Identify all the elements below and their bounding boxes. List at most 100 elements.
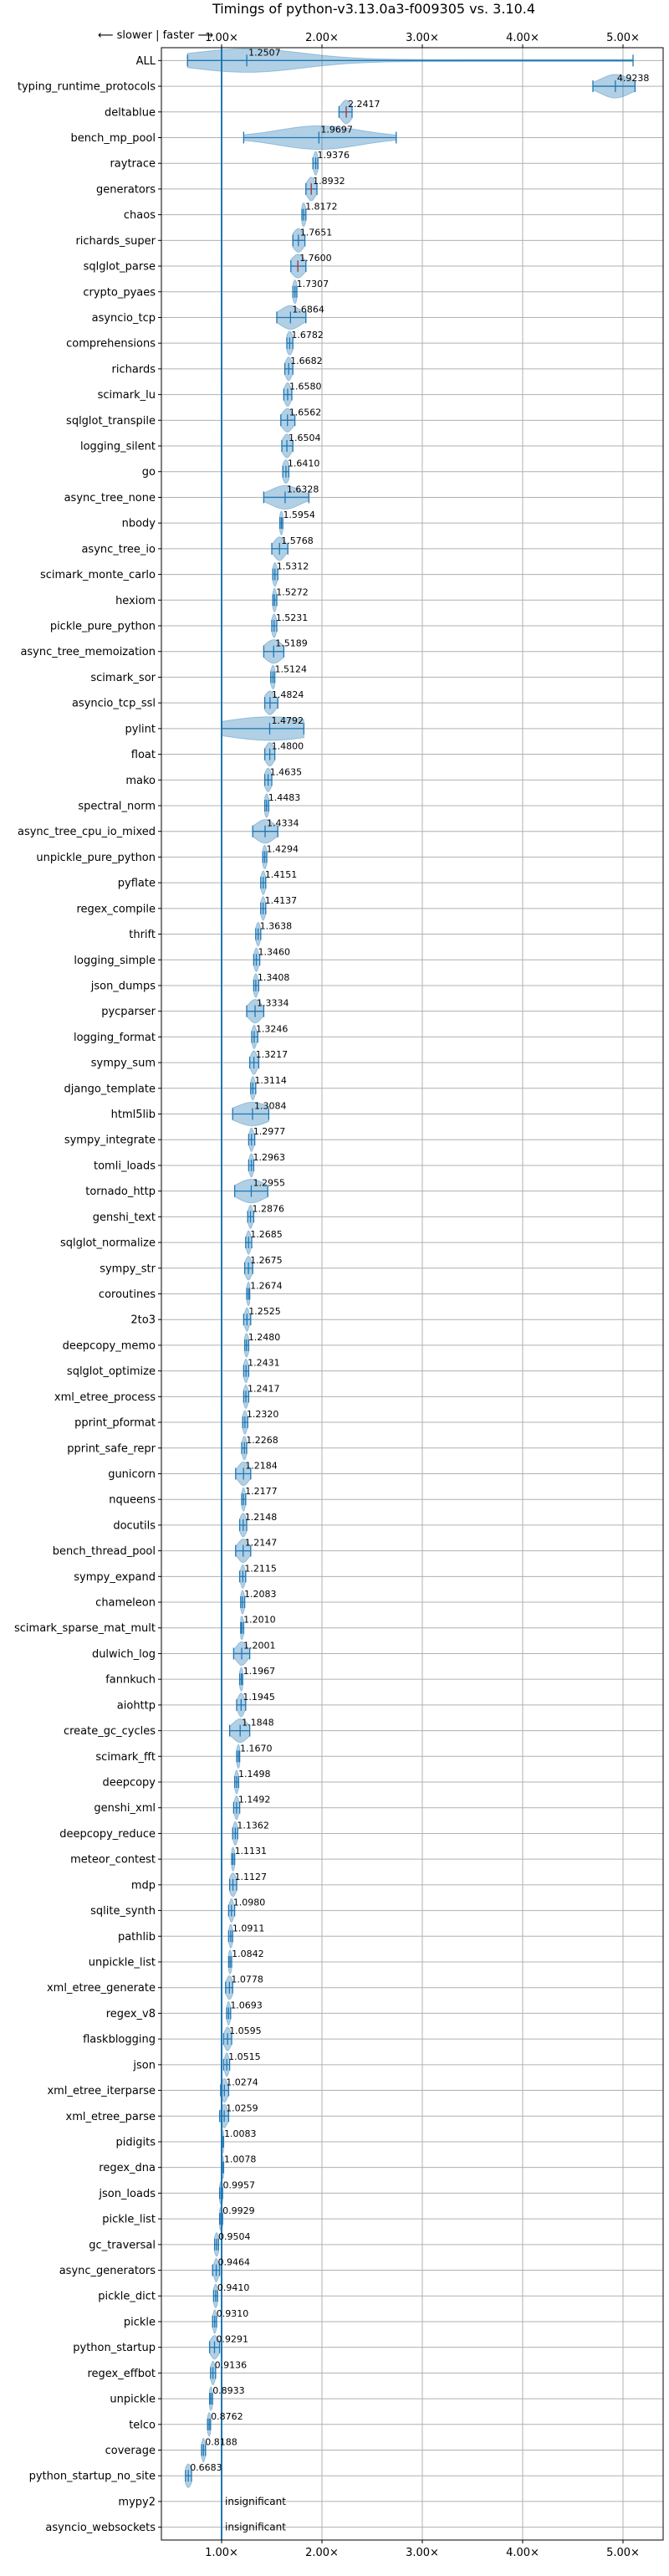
y-tick-label: unpickle_pure_python (36, 852, 156, 864)
value-label: 1.2010 (243, 1615, 276, 1626)
value-label: 1.1131 (235, 1846, 268, 1856)
y-tick-label: logging_simple (74, 955, 156, 967)
y-tick-label: html5lib (111, 1109, 156, 1121)
y-tick-label: typing_runtime_protocols (18, 81, 156, 94)
value-label: 1.7307 (297, 279, 329, 289)
y-tick-label: float (131, 749, 156, 761)
value-label: 1.0693 (230, 2000, 263, 2010)
y-tick-label: coverage (105, 2445, 156, 2457)
x-tick-label-bottom: 3.00× (406, 2547, 439, 2559)
value-label: 1.2001 (243, 1640, 276, 1651)
y-tick-label: pickle_list (102, 2214, 156, 2226)
y-tick-label: hexiom (115, 595, 156, 607)
value-label: 1.3408 (258, 972, 290, 983)
y-tick-label: asyncio_websockets (45, 2522, 156, 2534)
y-tick-label: spectral_norm (78, 800, 156, 812)
value-label: 1.1967 (243, 1666, 276, 1677)
y-tick-label: gc_traversal (89, 2239, 156, 2251)
value-label: 1.5312 (277, 561, 309, 572)
value-label: 1.6328 (287, 484, 319, 494)
y-tick-label: async_tree_io (81, 543, 156, 556)
y-tick-label: xml_etree_iterparse (47, 2085, 156, 2097)
value-label: 1.2525 (248, 1306, 281, 1317)
y-tick-label: mypy2 (118, 2496, 156, 2508)
y-tick-label: richards (112, 363, 156, 376)
value-label: 0.8933 (212, 2385, 244, 2396)
value-label: 1.2963 (253, 1152, 286, 1163)
axes: 1.00× 1.00× 2.00× 2.00× 3.00× 3.00× 4.00× 4.00×… (14, 32, 640, 2559)
labels: 1.2507 4.9238 2.2417 1.9697 1.9376 1.8932 1.81… (190, 47, 649, 2532)
value-label: 1.3084 (254, 1101, 287, 1112)
value-label: 0.9504 (218, 2231, 251, 2242)
y-tick-label: tornado_http (85, 1186, 156, 1198)
y-tick-label: generators (96, 183, 156, 196)
y-tick-label: pickle (124, 2316, 156, 2328)
value-label: 1.5189 (275, 638, 308, 649)
value-label: 1.1848 (242, 1718, 274, 1728)
value-label: 1.6864 (292, 304, 324, 315)
value-label: 0.8188 (205, 2437, 237, 2448)
value-label: 1.5768 (281, 535, 314, 546)
value-label: 1.6410 (288, 458, 320, 469)
y-tick-label: crypto_pyaes (83, 286, 156, 299)
y-tick-label: genshi_text (93, 1211, 156, 1224)
chart-title: Timings of python-v3.13.0a3-f009305 vs. … (212, 1, 535, 17)
value-label: 1.2674 (250, 1281, 283, 1292)
y-tick-label: sqlglot_normalize (60, 1237, 156, 1250)
y-tick-label: asyncio_tcp_ssl (72, 698, 156, 710)
y-tick-label: asyncio_tcp (92, 312, 156, 325)
value-label: 1.1670 (240, 1743, 273, 1754)
value-label: 1.1945 (243, 1692, 275, 1703)
y-tick-label: bench_thread_pool (53, 1545, 156, 1558)
y-tick-label: unpickle (110, 2394, 156, 2406)
y-tick-label: json_loads (98, 2188, 156, 2200)
x-tick-label-bottom: 2.00× (305, 2547, 339, 2559)
y-tick-label: 2to3 (130, 1314, 156, 1327)
y-tick-label: sqlglot_optimize (67, 1365, 156, 1378)
y-tick-label: json_dumps (90, 980, 156, 992)
y-tick-label: sqlglot_parse (84, 261, 156, 274)
y-tick-label: thrift (129, 929, 156, 941)
value-label: 1.7651 (300, 227, 333, 238)
y-tick-label: pylint (125, 723, 156, 735)
y-tick-label: xml_etree_parse (66, 2111, 156, 2123)
y-tick-label: sqlite_synth (90, 1905, 156, 1918)
y-tick-label: dulwich_log (92, 1648, 156, 1661)
value-label: 0.9464 (218, 2257, 251, 2268)
y-tick-label: async_tree_memoization (20, 646, 156, 658)
y-tick-label: pprint_pformat (74, 1417, 156, 1430)
y-tick-label: async_tree_cpu_io_mixed (18, 826, 156, 838)
y-tick-label: async_generators (59, 2265, 156, 2277)
y-tick-label: mdp (131, 1879, 156, 1892)
x-tick-label-top: 2.00× (305, 32, 339, 44)
value-label: 1.6682 (290, 356, 323, 366)
y-tick-label: pycparser (101, 1006, 156, 1018)
value-label: 1.2148 (245, 1512, 278, 1523)
y-tick-label: logging_silent (80, 441, 156, 453)
value-label: 1.0083 (224, 2128, 257, 2139)
value-label: 1.8172 (305, 202, 338, 213)
y-tick-label: deltablue (105, 106, 156, 119)
y-tick-label: go (142, 466, 156, 479)
x-tick-label-bottom: 5.00× (606, 2547, 640, 2559)
value-label: 1.4334 (267, 818, 299, 829)
y-tick-label: regex_effbot (87, 2368, 156, 2380)
y-tick-label: genshi_xml (94, 1802, 156, 1815)
y-tick-label: scimark_lu (98, 389, 156, 402)
y-tick-label: flaskblogging (83, 2034, 156, 2046)
value-label: 1.4483 (268, 792, 301, 803)
y-tick-label: richards_super (75, 235, 156, 248)
insignificant-label: insignificant (225, 2522, 286, 2533)
value-label: 1.2977 (253, 1126, 286, 1137)
y-tick-label: django_template (64, 1083, 156, 1095)
value-label: 1.3114 (254, 1075, 287, 1086)
x-tick-label-top: 4.00× (506, 32, 539, 44)
value-label: 0.9957 (222, 2179, 255, 2190)
value-label: 0.9929 (222, 2205, 255, 2216)
value-label: 0.9410 (217, 2282, 250, 2293)
value-label: 1.0980 (233, 1897, 266, 1908)
y-tick-label: tomli_loads (94, 1160, 156, 1172)
y-tick-label: python_startup_no_site (29, 2471, 156, 2483)
value-label: 1.3217 (256, 1049, 289, 1060)
